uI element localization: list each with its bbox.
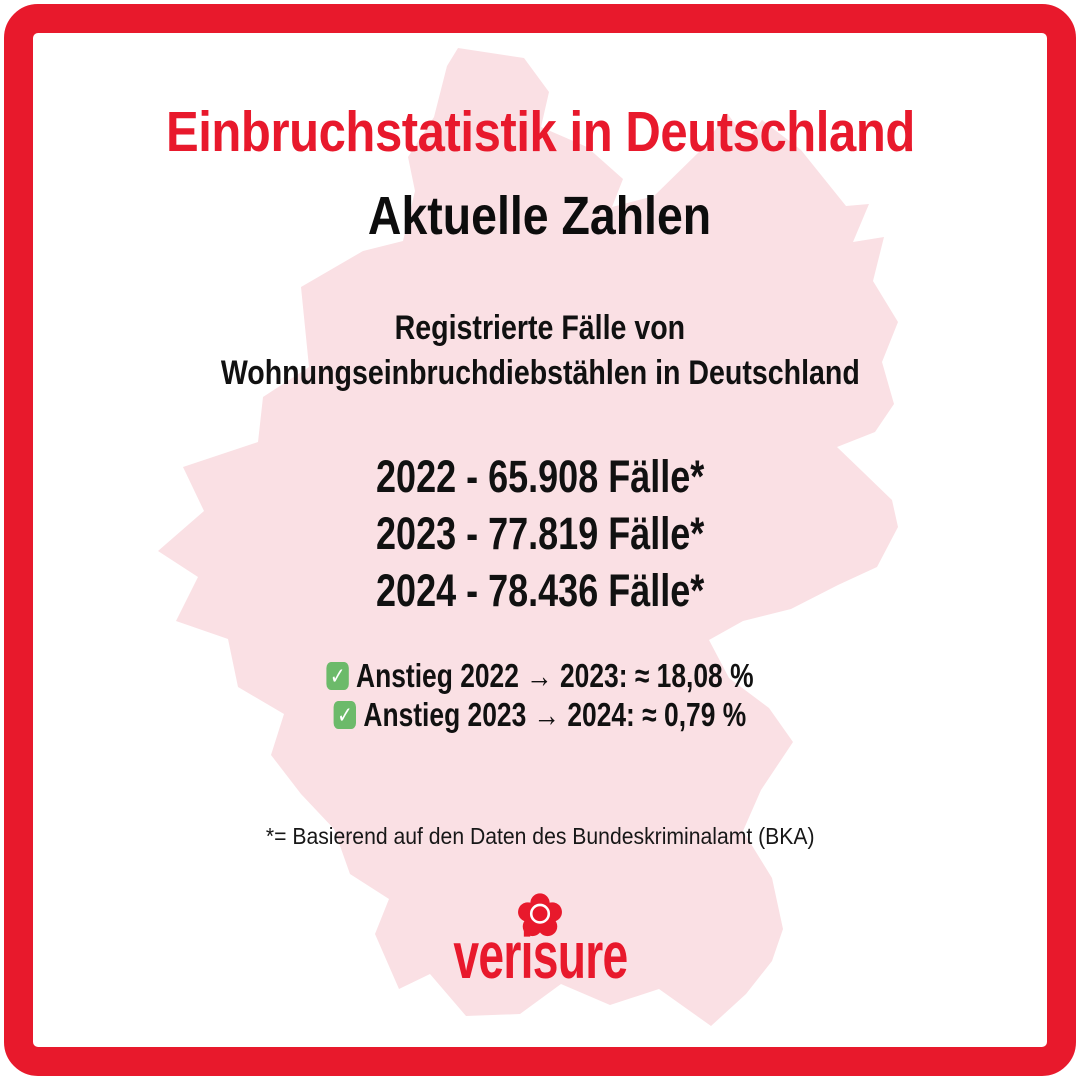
description: Registrierte Fälle von Wohnungseinbruchd… <box>0 306 1080 396</box>
verisure-logo <box>0 892 1080 940</box>
increase-text-2: Anstieg 2023 → 2024: ≈ 0,79 % <box>363 695 747 733</box>
increase-row-2: ✓ Anstieg 2023 → 2024: ≈ 0,79 % <box>108 695 972 733</box>
stat-line-2023: 2023 - 77.819 Fälle* <box>375 508 705 559</box>
stat-line-2024: 2024 - 78.436 Fälle* <box>375 565 705 616</box>
increase-row-1: ✓ Anstieg 2022 → 2023: ≈ 18,08 % <box>108 656 972 694</box>
increase-text-1: Anstieg 2022 → 2023: ≈ 18,08 % <box>356 656 754 694</box>
source-footnote: *= Basierend auf den Daten des Bundeskri… <box>265 823 815 849</box>
description-line-2: Wohnungseinbruchdiebstählen in Deutschla… <box>220 354 860 392</box>
verisure-flower-seal-icon <box>518 893 562 937</box>
page-subtitle-text: Aktuelle Zahlen <box>368 186 712 246</box>
increase-list: ✓ Anstieg 2022 → 2023: ≈ 18,08 % ✓ Ansti… <box>0 656 1080 737</box>
verisure-wordmark: verisure <box>452 918 628 992</box>
check-icon: ✓ <box>326 661 349 690</box>
check-icon: ✓ <box>333 700 357 729</box>
stat-line-2022: 2022 - 65.908 Fälle* <box>375 451 705 502</box>
description-line-1: Registrierte Fälle von <box>394 309 686 347</box>
page-title-text: Einbruchstatistik in Deutschland <box>165 100 915 164</box>
page-subtitle: Aktuelle Zahlen <box>0 186 1080 246</box>
yearly-stats: 2022 - 65.908 Fälle* 2023 - 77.819 Fälle… <box>0 448 1080 619</box>
page-title: Einbruchstatistik in Deutschland <box>0 100 1080 164</box>
